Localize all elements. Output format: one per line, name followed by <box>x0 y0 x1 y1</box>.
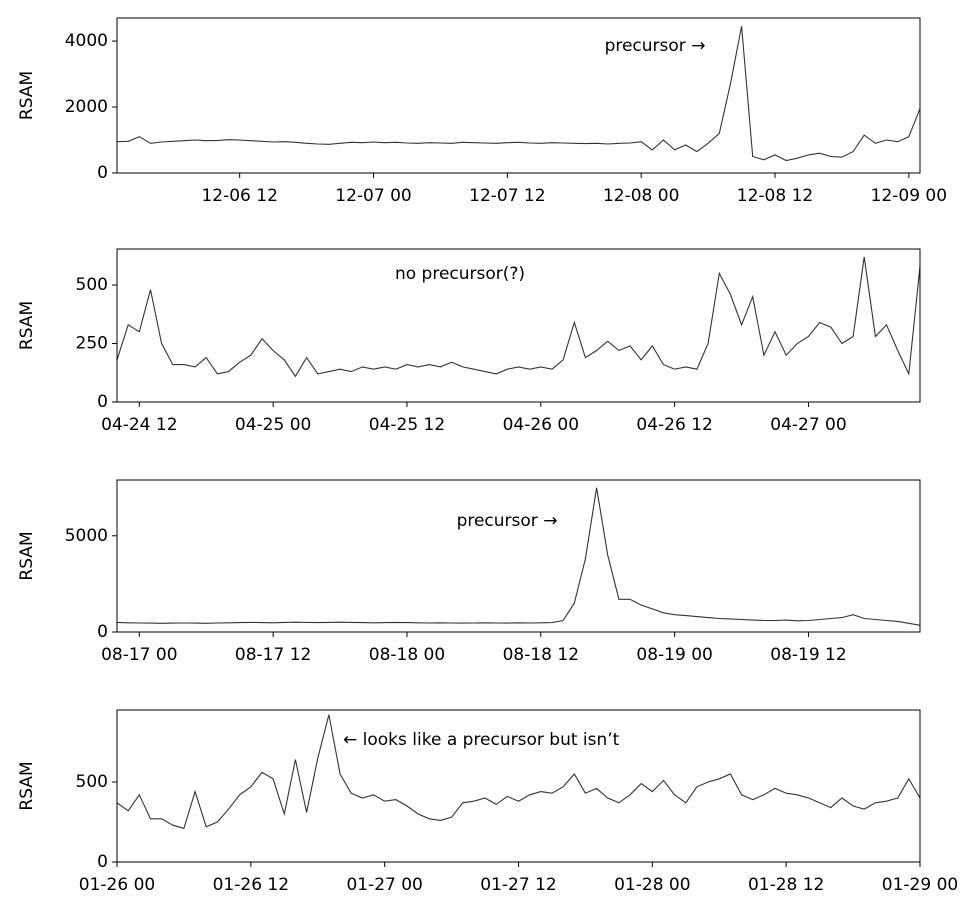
x-tick-label: 12-07 12 <box>469 186 545 206</box>
x-tick-label: 08-18 00 <box>369 645 445 665</box>
y-axis-label: RSAM <box>17 71 37 120</box>
x-tick-label: 12-07 00 <box>335 186 411 206</box>
x-tick-label: 08-19 12 <box>770 645 846 665</box>
y-axis-label: RSAM <box>17 531 37 580</box>
x-tick-label: 12-06 12 <box>201 186 277 206</box>
x-tick-label: 04-25 00 <box>235 415 311 435</box>
y-axis-label: RSAM <box>17 301 37 350</box>
x-tick-label: 01-26 00 <box>79 875 155 895</box>
axes-frame <box>116 479 921 633</box>
axes-frame <box>116 709 921 863</box>
annotation: ← looks like a precursor but isn’t <box>343 730 620 750</box>
x-tick-label: 01-28 12 <box>748 875 824 895</box>
y-tick-label: 4000 <box>65 31 108 51</box>
y-tick-label: 0 <box>97 392 108 412</box>
x-tick-label: 08-18 12 <box>503 645 579 665</box>
rsam-line <box>116 26 921 162</box>
x-tick-label: 04-26 12 <box>636 415 712 435</box>
x-tick-label: 08-17 00 <box>101 645 177 665</box>
axes-frame <box>116 17 921 174</box>
rsam-line <box>116 256 921 378</box>
y-tick-label: 0 <box>97 163 108 183</box>
rsam-line <box>116 487 921 626</box>
y-tick-label: 500 <box>76 772 108 792</box>
x-tick-label: 12-08 12 <box>737 186 813 206</box>
x-tick-label: 04-26 00 <box>503 415 579 435</box>
x-tick-label: 04-24 12 <box>101 415 177 435</box>
x-tick-label: 01-29 00 <box>882 875 958 895</box>
axes-frame <box>116 248 921 403</box>
y-axis-label: RSAM <box>17 761 37 810</box>
rsam-line <box>116 714 921 830</box>
x-tick-label: 12-08 00 <box>603 186 679 206</box>
annotation: no precursor(?) <box>395 264 525 284</box>
x-tick-label: 08-19 00 <box>636 645 712 665</box>
annotation: precursor → <box>457 511 558 531</box>
x-tick-label: 01-26 12 <box>213 875 289 895</box>
x-tick-label: 01-27 12 <box>480 875 556 895</box>
x-tick-label: 08-17 12 <box>235 645 311 665</box>
y-tick-label: 0 <box>97 852 108 872</box>
y-tick-label: 2000 <box>65 97 108 117</box>
y-tick-label: 250 <box>76 334 108 354</box>
x-tick-label: 01-28 00 <box>614 875 690 895</box>
annotation: precursor → <box>605 36 706 56</box>
x-tick-label: 12-09 00 <box>871 186 947 206</box>
x-tick-label: 04-25 12 <box>369 415 445 435</box>
y-tick-label: 500 <box>76 275 108 295</box>
y-tick-label: 0 <box>97 622 108 642</box>
y-tick-label: 5000 <box>65 526 108 546</box>
x-tick-label: 04-27 00 <box>770 415 846 435</box>
x-tick-label: 01-27 00 <box>346 875 422 895</box>
